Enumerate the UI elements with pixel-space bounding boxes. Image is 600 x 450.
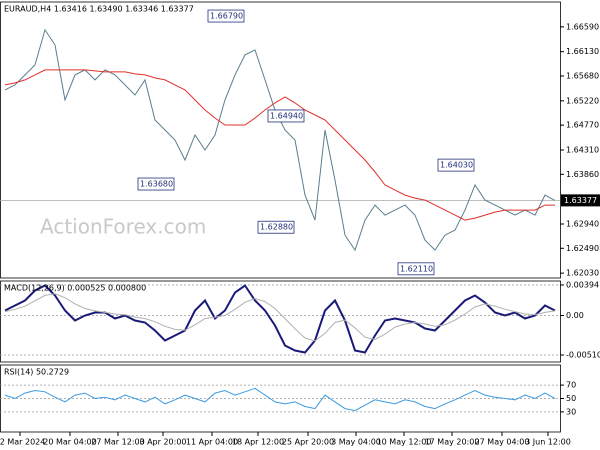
annotation-label: 1.64940 — [270, 111, 303, 120]
annotation-label: 1.62880 — [260, 223, 293, 232]
series-line — [4, 387, 556, 412]
series-line — [4, 293, 556, 342]
panel-title: MACD(12,26,9) 0.000525 0.000800 — [4, 284, 146, 293]
last-price-label: 1.63377 — [564, 196, 597, 205]
watermark: ActionForex.com — [40, 215, 206, 239]
panel-title: EURAUD,H4 1.63416 1.63490 1.63346 1.6337… — [4, 5, 194, 14]
annotation-box — [137, 177, 175, 191]
x-tick-label: 25 Apr 20:00 — [282, 438, 334, 447]
x-tick-label: 11 Apr 04:00 — [186, 438, 238, 447]
annotation-box — [397, 262, 435, 276]
annotation-box — [437, 158, 475, 172]
y-tick-label: 30 — [566, 407, 576, 416]
series-line — [4, 69, 555, 221]
y-tick-label: 0.00 — [566, 311, 584, 320]
x-tick-label: 18 Apr 12:00 — [232, 438, 284, 447]
y-tick-label: 1.63860 — [566, 170, 599, 179]
x-tick-label: 17 May 20:00 — [425, 438, 480, 447]
x-tick-label: 27 Mar 12:00 — [91, 438, 144, 447]
y-tick-label: 1.66590 — [566, 22, 599, 31]
y-tick-label: 1.62940 — [566, 219, 599, 228]
annotation-label: 1.64030 — [440, 161, 473, 170]
y-tick-label: 50 — [566, 394, 576, 403]
x-tick-label: 3 May 04:00 — [331, 438, 381, 447]
x-tick-label: 20 Mar 04:00 — [43, 438, 96, 447]
x-tick-label: 12 Mar 2024 — [0, 438, 45, 447]
x-tick-label: 10 May 12:00 — [377, 438, 432, 447]
panel-title: RSI(14) 50.2729 — [4, 368, 69, 377]
annotation-box — [257, 220, 295, 234]
y-tick-label: 1.65220 — [566, 96, 599, 105]
y-tick-label: 1.65680 — [566, 71, 599, 80]
annotation-box — [207, 9, 245, 23]
annotation-box — [267, 109, 305, 123]
y-tick-label: 0.003941 — [566, 281, 600, 290]
series-line — [4, 284, 556, 354]
x-tick-label: 3 Apr 20:00 — [139, 438, 186, 447]
annotation-label: 1.63680 — [140, 180, 173, 189]
y-tick-label: 1.62490 — [566, 244, 599, 253]
x-tick-label: 27 May 04:00 — [475, 438, 530, 447]
annotation-label: 1.66790 — [210, 12, 243, 21]
y-tick-label: 1.62030 — [566, 269, 599, 278]
y-tick-label: 1.64770 — [566, 121, 599, 130]
panel-frame — [0, 1, 561, 279]
last-price-box — [561, 194, 600, 207]
y-tick-label: 1.64310 — [566, 145, 599, 154]
y-tick-label: 1.66130 — [566, 47, 599, 56]
x-tick-label: 3 Jun 12:00 — [525, 438, 571, 447]
panel-frame — [0, 280, 561, 363]
y-tick-label: 70 — [566, 381, 576, 390]
y-tick-label: -0.005103 — [566, 351, 600, 360]
annotation-label: 1.62110 — [400, 264, 433, 273]
